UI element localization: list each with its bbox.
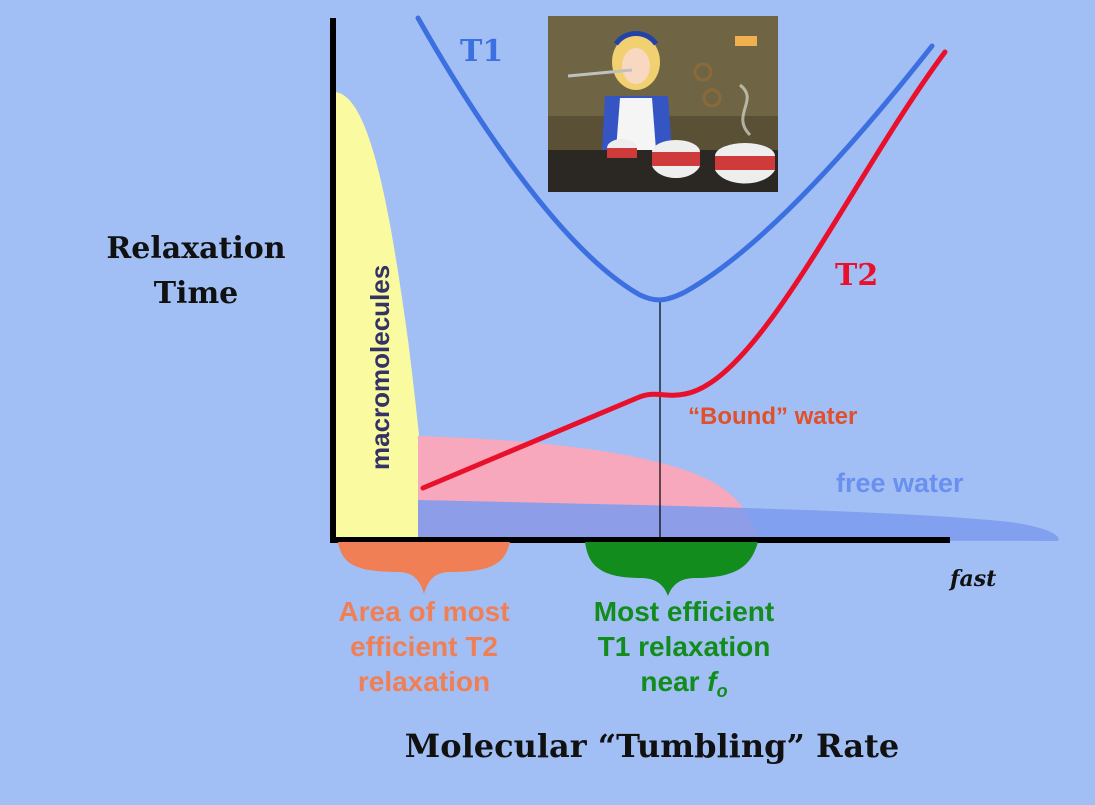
cartoon-still-icon [548,16,778,192]
y-axis-label-line1: Relaxation [106,231,285,266]
x-axis-label: Molecular “Tumbling” Rate [405,727,899,765]
t2-region-label-line2: efficient T2 [350,631,498,662]
free-water-area [418,500,1059,541]
t1-region-near-text: near [640,666,707,697]
t1-curve-label: T1 [460,34,503,69]
t1-curve [415,15,935,303]
t1-region-label-line2: T1 relaxation [598,631,771,662]
t1-region-o-subscript: o [717,681,728,701]
t1-region-label-line1: Most efficient [594,596,774,627]
t2-region-label-line3: relaxation [358,666,490,697]
t1-efficiency-bracket [585,542,758,596]
t2-curve-label: T2 [835,258,878,293]
free-water-label: free water [836,468,964,498]
t2-curve [420,49,948,491]
bound-water-label: “Bound” water [688,403,857,430]
t1-region-f-symbol: f [707,666,719,697]
t2-efficiency-bracket [338,542,510,594]
macromolecules-label: macromolecules [365,265,395,470]
t1-region-label-line3: near fo [640,666,727,701]
y-axis-label-line2: Time [154,276,239,311]
t2-region-label-line1: Area of most [338,596,509,627]
macromolecules-area [335,92,428,540]
x-axis-end-label: fast [948,566,996,592]
